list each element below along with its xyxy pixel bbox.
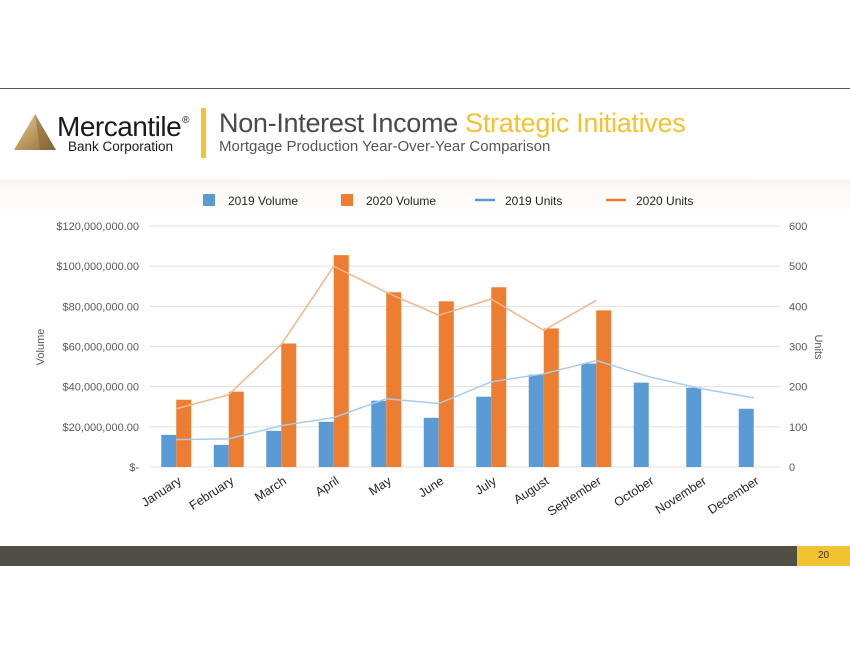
mercantile-logo-icon [14,114,56,150]
page-number: 20 [797,546,850,566]
category-label: October [611,474,656,510]
legend-label: 2020 Volume [366,194,436,208]
category-label: November [653,474,709,517]
left-tick-label: $120,000,000.00 [56,221,139,233]
left-tick-label: $- [129,462,139,474]
bar-2019-volume [318,421,334,467]
line-2020-units [176,265,597,410]
bar-2019-volume [266,430,282,467]
right-axis-title: Units [812,334,824,360]
bar-2020-volume [438,301,454,467]
category-label: June [416,474,446,501]
bar-2019-volume [528,374,544,467]
logo-name: Mercantile® [57,111,190,142]
bar-2019-volume [686,387,702,467]
line-2019-units [176,359,754,441]
right-tick-label: 300 [789,342,807,354]
bar-2020-volume [543,328,559,467]
bar-2020-volume [596,310,612,467]
header [0,89,850,179]
right-tick-label: 100 [789,422,807,434]
legend-label: 2020 Units [636,194,693,208]
bar-2019-volume [738,408,754,467]
left-tick-label: $20,000,000.00 [63,422,139,434]
bar-2019-volume [213,444,229,467]
logo-subtitle: Bank Corporation [68,139,174,154]
bar-2019-volume [633,382,649,467]
title-divider [201,108,206,158]
category-label: February [187,473,237,512]
left-axis-title: Volume [35,329,47,366]
bar-2020-volume [176,399,192,467]
legend-label: 2019 Units [505,194,562,208]
legend-swatch [341,194,353,206]
category-label: January [139,473,185,509]
footer-bar [0,546,797,566]
bar-2019-volume [581,363,597,467]
category-label: May [366,473,394,498]
bar-2020-volume [281,343,297,467]
category-label: September [545,474,604,519]
chart-background [0,179,850,546]
bar-2019-volume [371,400,387,467]
category-label: July [473,473,500,497]
bar-2019-volume [476,396,492,467]
bar-2019-volume [423,417,439,467]
bar-2020-volume [228,391,244,467]
page-title: Non-Interest Income Strategic Initiative… [219,108,686,138]
left-tick-label: $80,000,000.00 [63,301,139,313]
page-subtitle: Mortgage Production Year-Over-Year Compa… [219,138,551,155]
category-label: April [313,474,342,499]
bar-2020-volume [386,292,402,467]
bar-2020-volume [491,287,507,467]
left-tick-label: $100,000,000.00 [56,261,139,273]
category-label: March [252,474,289,505]
right-tick-label: 400 [789,301,807,313]
left-tick-label: $40,000,000.00 [63,382,139,394]
category-label: August [511,473,552,506]
right-tick-label: 0 [789,462,795,474]
legend-label: 2019 Volume [228,194,298,208]
right-tick-label: 200 [789,382,807,394]
top-rule [0,88,850,89]
right-tick-label: 600 [789,221,807,233]
category-label: December [705,474,761,517]
legend-swatch [203,194,215,206]
bar-2019-volume [161,434,177,467]
bar-2020-volume [333,255,349,467]
left-tick-label: $60,000,000.00 [63,342,139,354]
right-tick-label: 500 [789,261,807,273]
